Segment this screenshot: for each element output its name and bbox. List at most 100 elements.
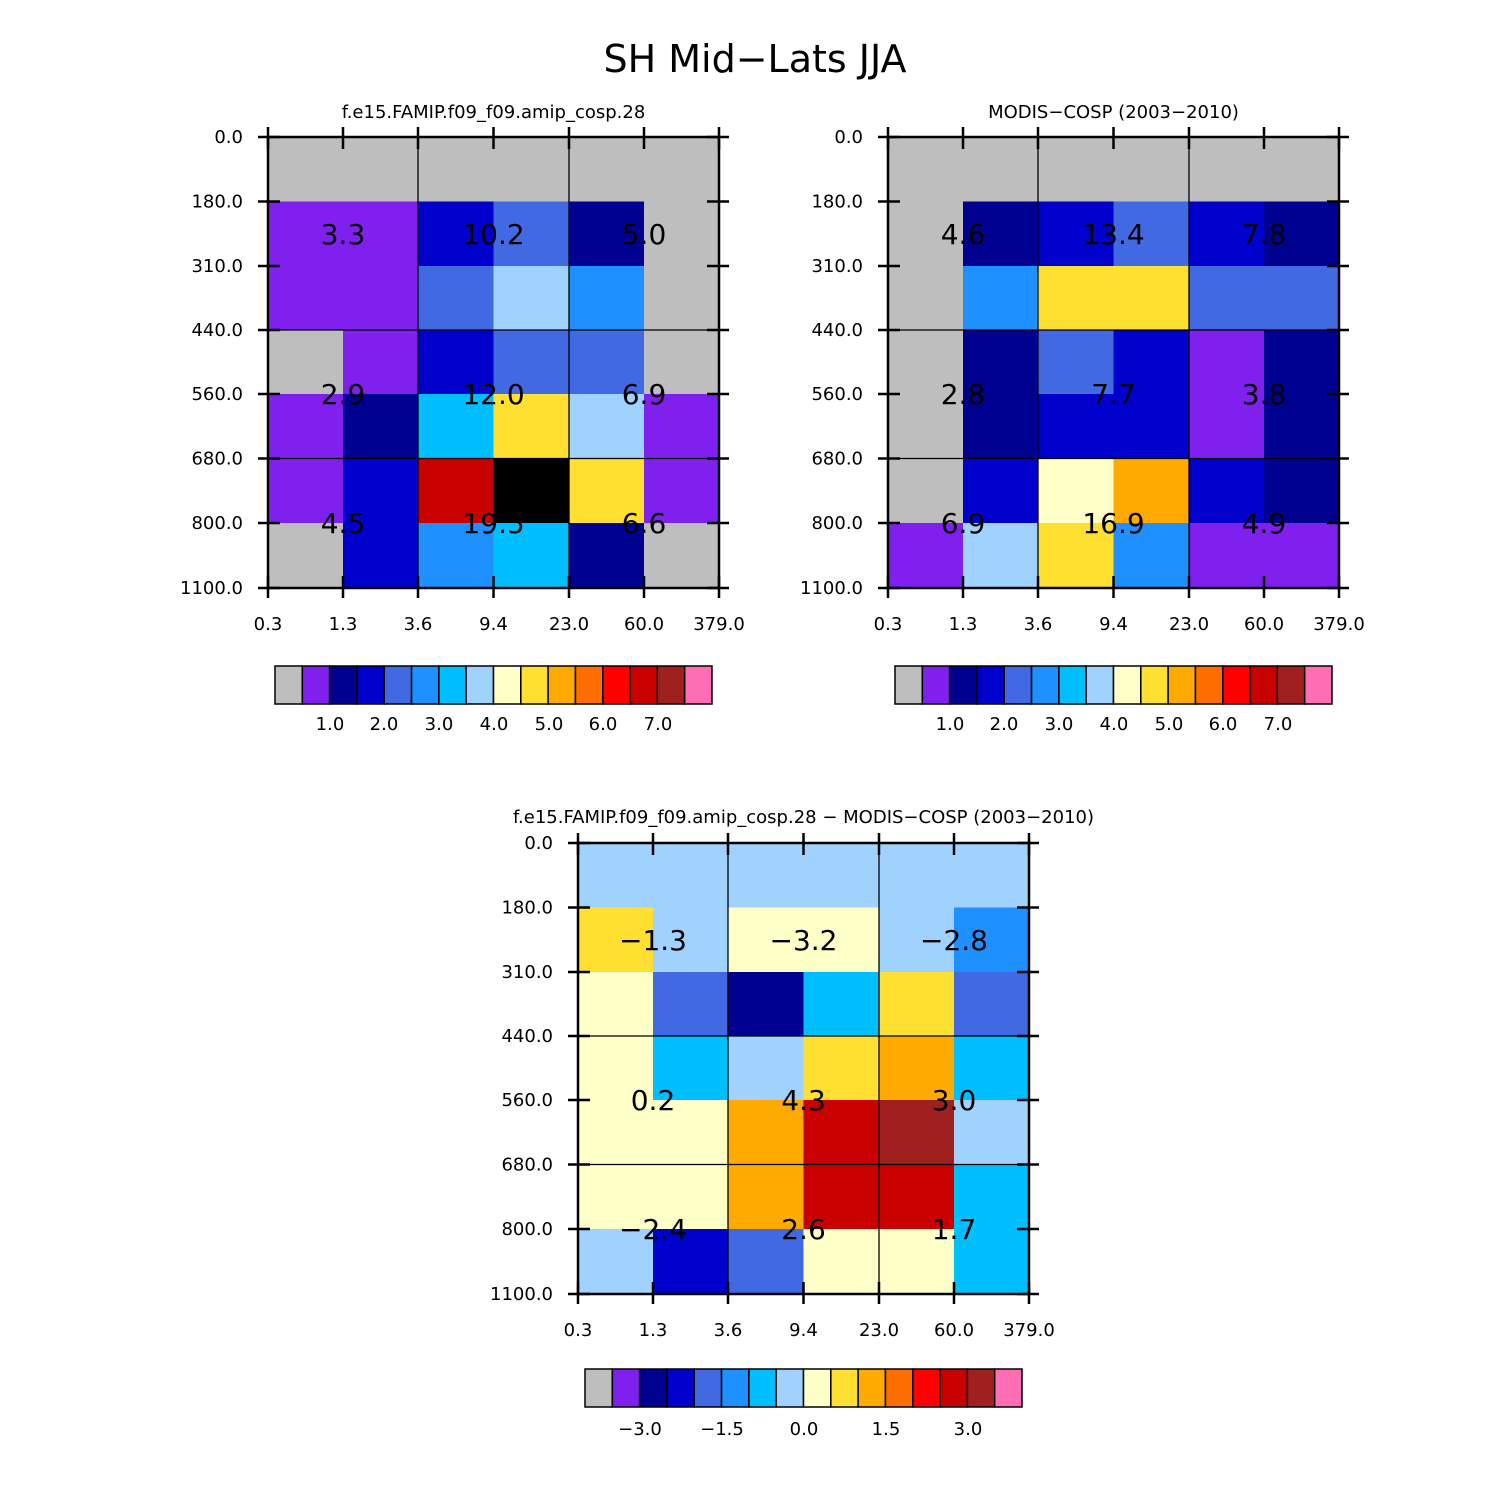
heatmap-cell — [963, 523, 1039, 589]
y-tick-label: 680.0 — [191, 449, 243, 470]
y-tick-label: 800.0 — [811, 513, 863, 534]
colorbar-swatch — [1276, 665, 1306, 705]
heatmap-cell — [803, 1229, 880, 1295]
heatmap-cell — [578, 907, 654, 973]
heatmap-cell — [569, 137, 645, 202]
colorbar-swatch — [410, 665, 440, 705]
x-tick-label: 1.3 — [639, 1320, 668, 1341]
colorbar-label: 6.0 — [1209, 714, 1238, 735]
heatmap-cell — [803, 1100, 880, 1165]
heatmap-cell — [644, 266, 720, 331]
colorbar-label: 5.0 — [535, 714, 564, 735]
heatmap-cell — [963, 330, 1039, 395]
y-tick-label: 440.0 — [811, 320, 863, 341]
colorbar-swatch — [584, 1368, 614, 1408]
colorbar-label: 3.0 — [1045, 714, 1074, 735]
heatmap-cell — [1113, 201, 1190, 267]
y-tick-label: 310.0 — [811, 256, 863, 277]
y-tick-label: 440.0 — [501, 1026, 553, 1047]
x-tick-label: 9.4 — [789, 1320, 818, 1341]
group-value-label: 2.8 — [941, 378, 986, 411]
heatmap-cell — [268, 137, 344, 202]
colorbar-swatch — [1003, 665, 1033, 705]
heatmap-cell — [1113, 523, 1190, 589]
colorbar-swatch — [602, 665, 631, 705]
heatmap-cell — [1189, 523, 1265, 589]
group-value-label: 19.5 — [462, 507, 524, 540]
heatmap-cell — [1113, 266, 1190, 331]
heatmap-cell — [418, 266, 494, 331]
heatmap-cell — [803, 1036, 880, 1101]
heatmap-cell — [879, 843, 955, 908]
heatmap-cell — [268, 523, 344, 589]
heatmap-cell — [954, 843, 1030, 908]
heatmap-cell — [879, 1164, 955, 1230]
group-value-label: 10.2 — [462, 218, 524, 251]
colorbar-swatch — [1140, 665, 1169, 705]
heatmap-cell — [644, 394, 720, 459]
group-value-label: 7.8 — [1242, 218, 1287, 251]
heatmap-cell — [963, 266, 1039, 331]
y-tick-label: 0.0 — [834, 127, 863, 148]
heatmap-cell — [268, 458, 344, 524]
x-tick-label: 60.0 — [1244, 614, 1284, 635]
heatmap-cell — [578, 1164, 654, 1230]
colorbar-swatch — [465, 665, 495, 705]
colorbar-swatch — [693, 1368, 723, 1408]
heatmap-cell — [803, 972, 880, 1037]
group-value-label: 3.3 — [321, 218, 366, 251]
group-value-label: −2.4 — [619, 1213, 687, 1246]
heatmap-cell — [653, 1100, 729, 1165]
colorbar-swatch — [1249, 665, 1279, 705]
heatmap-cell — [1264, 266, 1340, 331]
heatmap-cell — [653, 1229, 729, 1295]
y-tick-label: 800.0 — [191, 513, 243, 534]
heatmap-cell — [728, 972, 804, 1037]
y-tick-label: 0.0 — [214, 127, 243, 148]
colorbar-label: −3.0 — [618, 1419, 662, 1440]
heatmap-cell — [1113, 330, 1190, 395]
colorbar-swatch — [720, 1368, 750, 1408]
heatmap-cell — [1113, 394, 1190, 459]
x-tick-label: 3.6 — [1024, 614, 1053, 635]
colorbar-swatch — [993, 1368, 1023, 1408]
heatmap-cell — [954, 1229, 1030, 1295]
heatmap-cell — [578, 1100, 654, 1165]
heatmap-cell — [1264, 330, 1340, 395]
heatmap-cell — [653, 843, 729, 908]
heatmap-cell — [493, 330, 570, 395]
heatmap-cell — [578, 972, 654, 1037]
heatmap-cell — [493, 523, 570, 589]
colorbar-label: 1.0 — [936, 714, 965, 735]
colorbar-label: 0.0 — [790, 1419, 819, 1440]
group-value-label: 6.6 — [622, 507, 667, 540]
heatmap-cell — [569, 523, 645, 589]
colorbar-swatch — [857, 1368, 887, 1408]
x-tick-label: 3.6 — [404, 614, 433, 635]
x-tick-label: 0.3 — [564, 1320, 593, 1341]
heatmap-cell — [268, 394, 344, 459]
heatmap-cell — [728, 843, 804, 908]
heatmap-cell — [879, 907, 955, 973]
heatmap-cell — [954, 1164, 1030, 1230]
x-tick-label: 23.0 — [1169, 614, 1209, 635]
group-value-label: 3.0 — [932, 1084, 977, 1117]
y-tick-label: 1100.0 — [180, 578, 243, 599]
heatmap-cell — [644, 137, 720, 202]
y-tick-label: 560.0 — [501, 1090, 553, 1111]
heatmap-cell — [653, 1036, 729, 1101]
colorbar-swatch — [1058, 665, 1087, 705]
figure-title: SH Mid−Lats JJA — [603, 37, 906, 81]
heatmap-cell — [569, 330, 645, 395]
y-tick-label: 440.0 — [191, 320, 243, 341]
heatmap-cell — [1038, 137, 1114, 202]
heatmap-cell — [888, 394, 964, 459]
heatmap-cell — [1264, 523, 1340, 589]
heatmap-cell — [569, 266, 645, 331]
heatmap-cell — [493, 137, 570, 202]
y-tick-label: 0.0 — [524, 833, 553, 854]
heatmap-cell — [493, 201, 570, 267]
y-tick-label: 180.0 — [501, 898, 553, 919]
heatmap-cell — [963, 394, 1039, 459]
x-tick-label: 9.4 — [1099, 614, 1128, 635]
